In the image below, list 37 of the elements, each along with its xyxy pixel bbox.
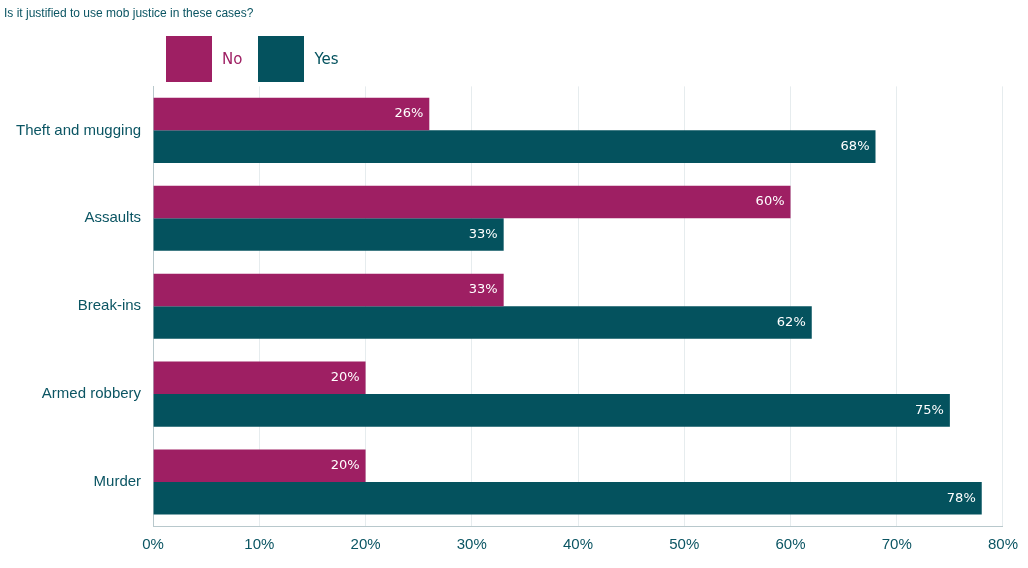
x-tick-label: 10% xyxy=(244,535,275,553)
data-label: 33% xyxy=(468,281,498,297)
data-label: 26% xyxy=(394,105,424,121)
data-label: 20% xyxy=(330,369,360,385)
bar xyxy=(153,185,791,219)
bar xyxy=(153,130,876,163)
data-label: 68% xyxy=(840,138,870,153)
chart-title: Is it justified to use mob justice in these cases? xyxy=(4,5,254,20)
x-tick-label: 80% xyxy=(987,535,1018,553)
bar xyxy=(153,273,504,307)
bar xyxy=(153,482,982,515)
x-tick-label: 70% xyxy=(881,535,912,553)
data-label: 33% xyxy=(468,225,498,241)
data-label: 75% xyxy=(914,401,944,417)
y-tick-label: Murder xyxy=(93,472,142,490)
bar xyxy=(153,97,430,131)
bar xyxy=(153,361,366,395)
y-tick-label: Theft and mugging xyxy=(15,120,142,138)
y-tick-label: Assaults xyxy=(84,208,142,226)
data-label: 78% xyxy=(946,489,976,505)
bar xyxy=(153,394,950,427)
y-tick-label: Break-ins xyxy=(77,296,142,314)
x-tick-label: 40% xyxy=(563,535,594,553)
x-tick-label: 0% xyxy=(142,535,164,553)
data-label: 20% xyxy=(330,457,360,473)
x-tick-label: 30% xyxy=(456,535,487,553)
bar xyxy=(153,218,504,251)
bar xyxy=(153,449,366,483)
series-label: No xyxy=(222,50,243,68)
x-tick-label: 20% xyxy=(350,535,381,553)
text: Yes xyxy=(314,50,339,68)
y-tick-label: Armed robbery xyxy=(41,384,142,402)
x-tick-label: 50% xyxy=(669,535,700,553)
data-label: 62% xyxy=(776,313,806,329)
data-label: 60% xyxy=(755,193,785,209)
x-tick-label: 60% xyxy=(775,535,806,553)
bar xyxy=(153,306,812,339)
